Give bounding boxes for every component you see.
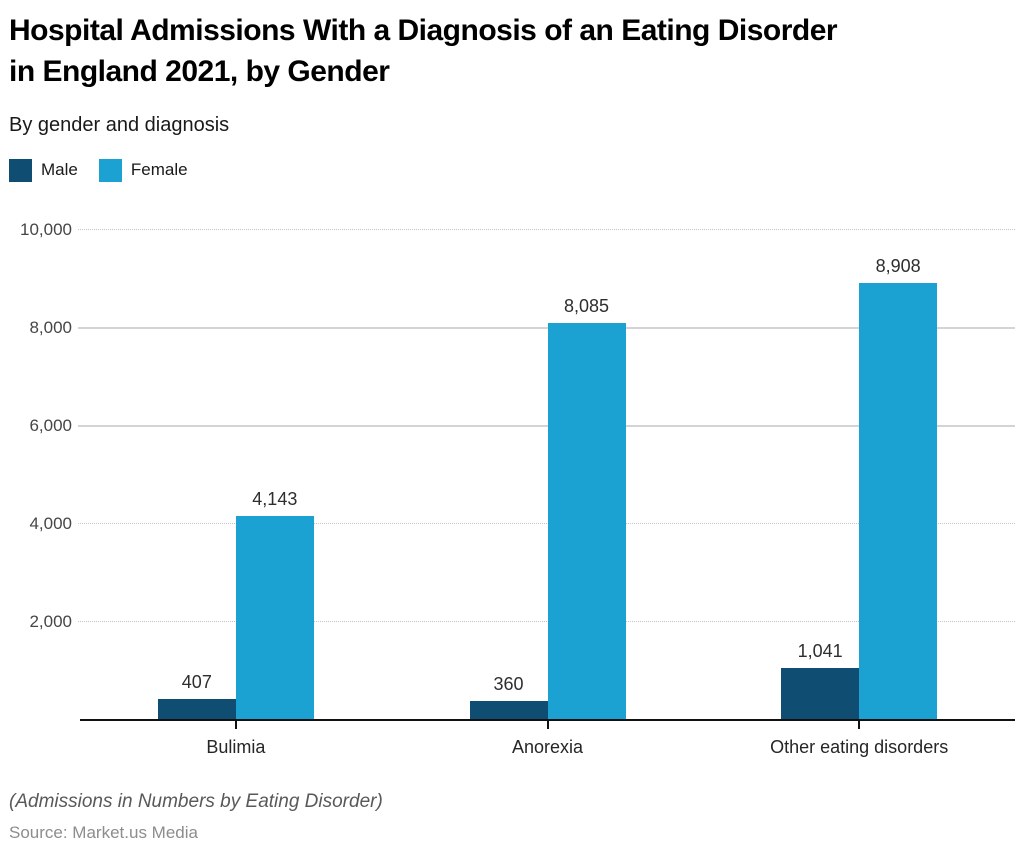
x-axis-tick — [858, 719, 861, 729]
legend: Male Female — [9, 158, 1008, 182]
source-credit: Source: Market.us Media — [9, 823, 198, 842]
bar-female-1 — [547, 322, 626, 719]
x-axis-tick — [546, 719, 549, 729]
x-axis-category-label: Other eating disorders — [770, 737, 949, 757]
legend-swatch-female — [98, 158, 122, 182]
x-axis-category-label: Bulimia — [206, 737, 266, 757]
gridline-6000 — [78, 425, 1015, 427]
gridline-8000 — [78, 327, 1015, 329]
chart-subtitle: By gender and diagnosis — [9, 113, 230, 136]
y-axis-label: 2,000 — [29, 612, 72, 631]
bar-value-label: 8,908 — [875, 255, 921, 276]
bar-female-0 — [235, 516, 314, 719]
bar-value-label: 8,085 — [563, 295, 610, 316]
x-axis-tick — [234, 719, 237, 729]
chart-footer: (Admissions in Numbers by Eating Disorde… — [9, 791, 383, 843]
bar-male-1 — [469, 701, 548, 719]
footnote: (Admissions in Numbers by Eating Disorde… — [9, 791, 383, 812]
gridline-10000 — [78, 229, 1015, 230]
legend-swatch-male — [9, 158, 32, 182]
chart-title-line1: Hospital Admissions With a Diagnosis of … — [9, 14, 838, 47]
bar-male-0 — [157, 699, 236, 719]
chart-header: Hospital Admissions With a Diagnosis of … — [0, 0, 1024, 182]
legend-item-male: Male — [9, 158, 78, 182]
bar-value-label: 407 — [181, 672, 212, 693]
legend-label: Male — [41, 160, 78, 180]
y-axis-label: 4,000 — [29, 514, 72, 533]
bar-male-2 — [781, 668, 860, 719]
bar-female-2 — [859, 282, 938, 719]
bar-value-label: 360 — [493, 674, 524, 695]
y-axis-label: 10,000 — [20, 220, 72, 239]
legend-item-female: Female — [98, 158, 188, 182]
y-axis-label: 6,000 — [29, 416, 72, 435]
x-axis-category-label: Anorexia — [511, 737, 584, 757]
legend-label: Female — [130, 160, 188, 180]
chart-title: Hospital Admissions With a Diagnosis of … — [9, 10, 1008, 93]
bar-value-label: 4,143 — [252, 489, 298, 509]
y-axis-label: 8,000 — [29, 318, 72, 337]
gridline-4000 — [78, 523, 1015, 524]
bar-value-label: 1,041 — [797, 641, 843, 661]
chart-title-line2: in England 2021, by Gender — [9, 55, 390, 89]
gridline-2000 — [78, 621, 1015, 622]
plot-area: 2,000 4,000 6,000 8,000 10,000 407 4,143 Bulimi… — [20, 221, 1015, 757]
